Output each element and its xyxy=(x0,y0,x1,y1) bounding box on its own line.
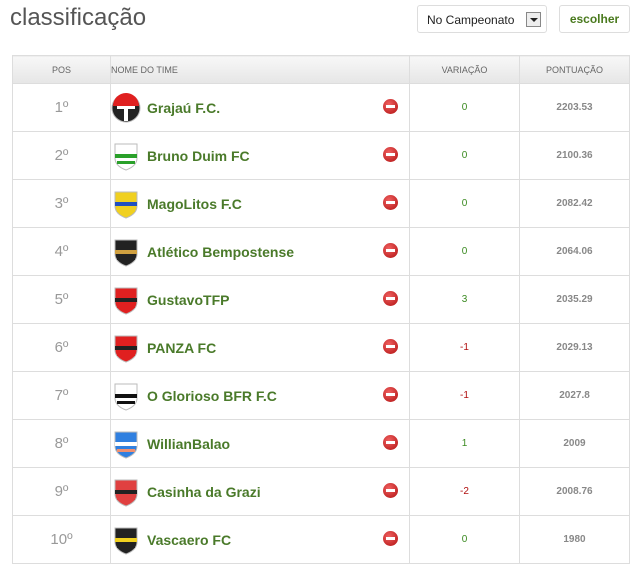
points: 2009 xyxy=(519,419,630,468)
team-name-link[interactable]: Vascaero FC xyxy=(147,532,232,548)
points: 2100.36 xyxy=(519,131,630,180)
team-name-link[interactable]: PANZA FC xyxy=(147,340,217,356)
table-row: 8º WillianBalao 1 2009 xyxy=(12,419,630,468)
team-name-link[interactable]: Atlético Bempostense xyxy=(147,244,295,260)
position: 9º xyxy=(12,467,111,516)
points: 2027.8 xyxy=(519,371,630,420)
remove-icon[interactable] xyxy=(383,147,398,162)
team-name-link[interactable]: Casinha da Grazi xyxy=(147,484,261,500)
team-crest-icon xyxy=(111,189,141,219)
choose-button[interactable]: escolher xyxy=(559,5,630,33)
chevron-down-icon[interactable] xyxy=(526,12,541,27)
position: 7º xyxy=(12,371,111,420)
variation: -1 xyxy=(409,323,520,372)
col-variation: VARIAÇÃO xyxy=(409,55,520,84)
remove-icon[interactable] xyxy=(383,531,398,546)
variation: -2 xyxy=(409,467,520,516)
remove-icon[interactable] xyxy=(383,483,398,498)
team-cell: Casinha da Grazi xyxy=(110,467,410,516)
col-points: PONTUAÇÃO xyxy=(519,55,630,84)
variation: -1 xyxy=(409,371,520,420)
team-cell: Bruno Duim FC xyxy=(110,131,410,180)
table-row: 5º GustavoTFP 3 2035.29 xyxy=(12,275,630,324)
variation: 0 xyxy=(409,83,520,132)
position: 6º xyxy=(12,323,111,372)
team-crest-icon xyxy=(111,237,141,267)
col-team: NOME DO TIME xyxy=(110,55,410,84)
team-name-link[interactable]: GustavoTFP xyxy=(147,292,230,308)
points: 1980 xyxy=(519,515,630,564)
position: 5º xyxy=(12,275,111,324)
team-name-link[interactable]: Grajaú F.C. xyxy=(147,100,221,116)
position: 3º xyxy=(12,179,111,228)
team-cell: O Glorioso BFR F.C xyxy=(110,371,410,420)
points: 2082.42 xyxy=(519,179,630,228)
select-value: No Campeonato xyxy=(427,13,515,27)
page-title: classificação xyxy=(10,4,147,31)
variation: 1 xyxy=(409,419,520,468)
remove-icon[interactable] xyxy=(383,291,398,306)
position: 1º xyxy=(12,83,111,132)
team-cell: Grajaú F.C. xyxy=(110,83,410,132)
team-name-link[interactable]: Bruno Duim FC xyxy=(147,148,250,164)
position: 2º xyxy=(12,131,111,180)
points: 2064.06 xyxy=(519,227,630,276)
team-cell: GustavoTFP xyxy=(110,275,410,324)
team-crest-icon xyxy=(111,93,141,123)
team-cell: MagoLitos F.C xyxy=(110,179,410,228)
team-cell: WillianBalao xyxy=(110,419,410,468)
team-crest-icon xyxy=(111,381,141,411)
variation: 0 xyxy=(409,179,520,228)
variation: 3 xyxy=(409,275,520,324)
remove-icon[interactable] xyxy=(383,195,398,210)
standings-table: POS NOME DO TIME VARIAÇÃO PONTUAÇÃO 1º G… xyxy=(12,55,630,564)
team-cell: Vascaero FC xyxy=(110,515,410,564)
points: 2008.76 xyxy=(519,467,630,516)
remove-icon[interactable] xyxy=(383,243,398,258)
remove-icon[interactable] xyxy=(383,387,398,402)
table-row: 7º O Glorioso BFR F.C -1 2027.8 xyxy=(12,371,630,420)
team-cell: PANZA FC xyxy=(110,323,410,372)
table-row: 1º Grajaú F.C. 0 2203.53 xyxy=(12,83,630,132)
table-row: 10º Vascaero FC 0 1980 xyxy=(12,515,630,564)
scope-select[interactable]: No Campeonato xyxy=(417,5,547,33)
team-cell: Atlético Bempostense xyxy=(110,227,410,276)
team-name-link[interactable]: MagoLitos F.C xyxy=(147,196,242,212)
position: 8º xyxy=(12,419,111,468)
remove-icon[interactable] xyxy=(383,99,398,114)
team-crest-icon xyxy=(111,477,141,507)
col-pos: POS xyxy=(12,55,111,84)
team-crest-icon xyxy=(111,429,141,459)
table-row: 2º Bruno Duim FC 0 2100.36 xyxy=(12,131,630,180)
table-header: POS NOME DO TIME VARIAÇÃO PONTUAÇÃO xyxy=(12,55,630,84)
position: 10º xyxy=(12,515,111,564)
team-name-link[interactable]: WillianBalao xyxy=(147,436,231,452)
team-name-link[interactable]: O Glorioso BFR F.C xyxy=(147,388,277,404)
points: 2029.13 xyxy=(519,323,630,372)
team-crest-icon xyxy=(111,525,141,555)
team-crest-icon xyxy=(111,333,141,363)
remove-icon[interactable] xyxy=(383,435,398,450)
position: 4º xyxy=(12,227,111,276)
team-crest-icon xyxy=(111,285,141,315)
variation: 0 xyxy=(409,227,520,276)
table-row: 4º Atlético Bempostense 0 2064.06 xyxy=(12,227,630,276)
variation: 0 xyxy=(409,131,520,180)
table-row: 9º Casinha da Grazi -2 2008.76 xyxy=(12,467,630,516)
points: 2035.29 xyxy=(519,275,630,324)
variation: 0 xyxy=(409,515,520,564)
points: 2203.53 xyxy=(519,83,630,132)
team-crest-icon xyxy=(111,141,141,171)
table-row: 3º MagoLitos F.C 0 2082.42 xyxy=(12,179,630,228)
table-row: 6º PANZA FC -1 2029.13 xyxy=(12,323,630,372)
remove-icon[interactable] xyxy=(383,339,398,354)
